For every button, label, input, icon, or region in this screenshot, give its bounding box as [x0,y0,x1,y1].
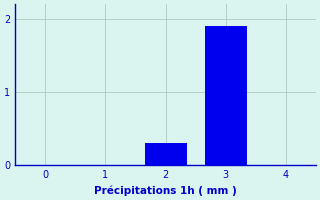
Bar [145,143,187,165]
X-axis label: Précipitations 1h ( mm ): Précipitations 1h ( mm ) [94,185,237,196]
Bar [204,26,247,165]
